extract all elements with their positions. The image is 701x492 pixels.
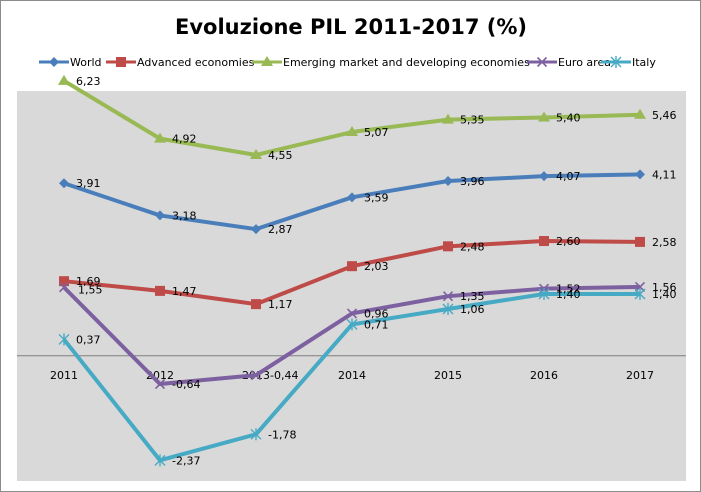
series-layer bbox=[58, 74, 646, 467]
data-point bbox=[442, 291, 454, 302]
data-label: 0,71 bbox=[364, 318, 389, 331]
data-labels: 3,91 3,18 2,87 3,59 3,96 4,07 4,11 1,69 1,47 1,17… bbox=[76, 75, 677, 468]
data-label: 2,87 bbox=[268, 223, 293, 236]
data-label: 1,35 bbox=[460, 290, 485, 303]
data-label: 4,11 bbox=[652, 168, 677, 181]
data-label: 1,40 bbox=[556, 288, 581, 301]
series-emerging-market-and-developing-economies bbox=[58, 74, 646, 159]
data-label: 1,40 bbox=[652, 288, 677, 301]
data-point bbox=[347, 192, 357, 203]
legend-marker bbox=[49, 57, 59, 67]
x-tick-label: 2011 bbox=[50, 369, 78, 382]
chart-legend: World Advanced economies Emerging market a… bbox=[39, 56, 656, 69]
data-point bbox=[154, 132, 166, 143]
data-point bbox=[58, 282, 70, 293]
data-point bbox=[251, 224, 261, 235]
legend-item-italy: Italy bbox=[601, 56, 656, 69]
legend-item-euro-area: Euro area bbox=[527, 56, 611, 69]
data-label: 0,37 bbox=[76, 333, 101, 346]
data-point bbox=[443, 176, 453, 187]
data-point bbox=[250, 370, 262, 381]
legend-label: Advanced economies bbox=[137, 56, 255, 69]
data-point bbox=[58, 333, 70, 346]
data-label: 3,18 bbox=[172, 209, 197, 222]
data-label: 6,23 bbox=[76, 75, 101, 88]
data-label: 2,60 bbox=[556, 235, 581, 248]
series-italy bbox=[58, 287, 646, 467]
data-point bbox=[442, 302, 454, 315]
legend-item-advanced-economies: Advanced economies bbox=[106, 56, 255, 69]
data-point bbox=[154, 378, 166, 390]
data-label: -2,37 bbox=[172, 454, 200, 467]
data-point bbox=[58, 74, 70, 85]
data-label: 1,55 bbox=[78, 283, 103, 296]
x-tick-label: 2016 bbox=[530, 369, 558, 382]
data-point bbox=[538, 287, 550, 300]
data-label: 4,55 bbox=[268, 149, 293, 162]
data-point bbox=[635, 236, 645, 247]
data-label: 1,69 bbox=[76, 275, 101, 288]
data-label: -0,64 bbox=[172, 378, 200, 391]
data-label: 3,59 bbox=[364, 191, 389, 204]
data-label: -1,78 bbox=[268, 428, 296, 441]
data-point bbox=[154, 454, 166, 467]
legend-marker bbox=[116, 57, 126, 67]
data-point bbox=[539, 171, 549, 182]
data-point bbox=[347, 261, 357, 272]
data-label: -0,44 bbox=[270, 369, 298, 382]
data-point bbox=[251, 299, 261, 310]
data-point bbox=[442, 113, 454, 124]
data-label: 5,46 bbox=[652, 109, 677, 122]
legend-item-emerging-market-and-developing-economies: Emerging market and developing economies bbox=[252, 56, 530, 69]
data-point bbox=[346, 308, 358, 319]
legend-label: World bbox=[70, 56, 102, 69]
data-point bbox=[59, 178, 69, 189]
data-label: 4,07 bbox=[556, 170, 581, 183]
legend-label: Euro area bbox=[558, 56, 611, 69]
data-point bbox=[634, 281, 646, 292]
data-point bbox=[634, 287, 646, 300]
legend-label: Italy bbox=[632, 56, 656, 69]
legend-marker bbox=[536, 56, 548, 68]
data-label: 3,96 bbox=[460, 175, 485, 188]
data-label: 1,52 bbox=[556, 283, 581, 296]
chart-title: Evoluzione PIL 2011-2017 (%) bbox=[175, 15, 527, 39]
data-point bbox=[59, 276, 69, 287]
data-point bbox=[539, 236, 549, 247]
data-point bbox=[155, 210, 165, 221]
data-label: 2,48 bbox=[460, 240, 485, 253]
data-label: 3,91 bbox=[76, 177, 101, 190]
data-label: 2,03 bbox=[364, 260, 389, 273]
data-label: 1,17 bbox=[268, 298, 293, 311]
legend-marker bbox=[261, 56, 273, 66]
x-tick-label: 2014 bbox=[338, 369, 366, 382]
data-label: 2,58 bbox=[652, 236, 677, 249]
data-point bbox=[250, 148, 262, 159]
series-world bbox=[59, 169, 645, 235]
data-point bbox=[346, 126, 358, 137]
data-label: 1,47 bbox=[172, 285, 197, 298]
data-point bbox=[250, 428, 262, 441]
legend-label: Emerging market and developing economies bbox=[283, 56, 530, 69]
data-label: 1,06 bbox=[460, 303, 485, 316]
series-advanced-economies bbox=[59, 236, 645, 310]
x-tick-label: 2017 bbox=[626, 369, 654, 382]
data-label: 5,07 bbox=[364, 126, 389, 139]
data-label: 5,40 bbox=[556, 111, 581, 124]
legend-item-world: World bbox=[39, 56, 102, 69]
data-point bbox=[443, 241, 453, 252]
data-label: 4,92 bbox=[172, 133, 197, 146]
data-point bbox=[538, 111, 550, 122]
data-label: 5,35 bbox=[460, 114, 485, 127]
data-label: 1,56 bbox=[652, 281, 677, 294]
data-point bbox=[635, 169, 645, 180]
data-label: 0,96 bbox=[364, 307, 389, 320]
data-point bbox=[155, 285, 165, 296]
data-point bbox=[346, 318, 358, 331]
legend-marker bbox=[610, 56, 622, 68]
data-point bbox=[634, 108, 646, 119]
x-tick-label: 2015 bbox=[434, 369, 462, 382]
